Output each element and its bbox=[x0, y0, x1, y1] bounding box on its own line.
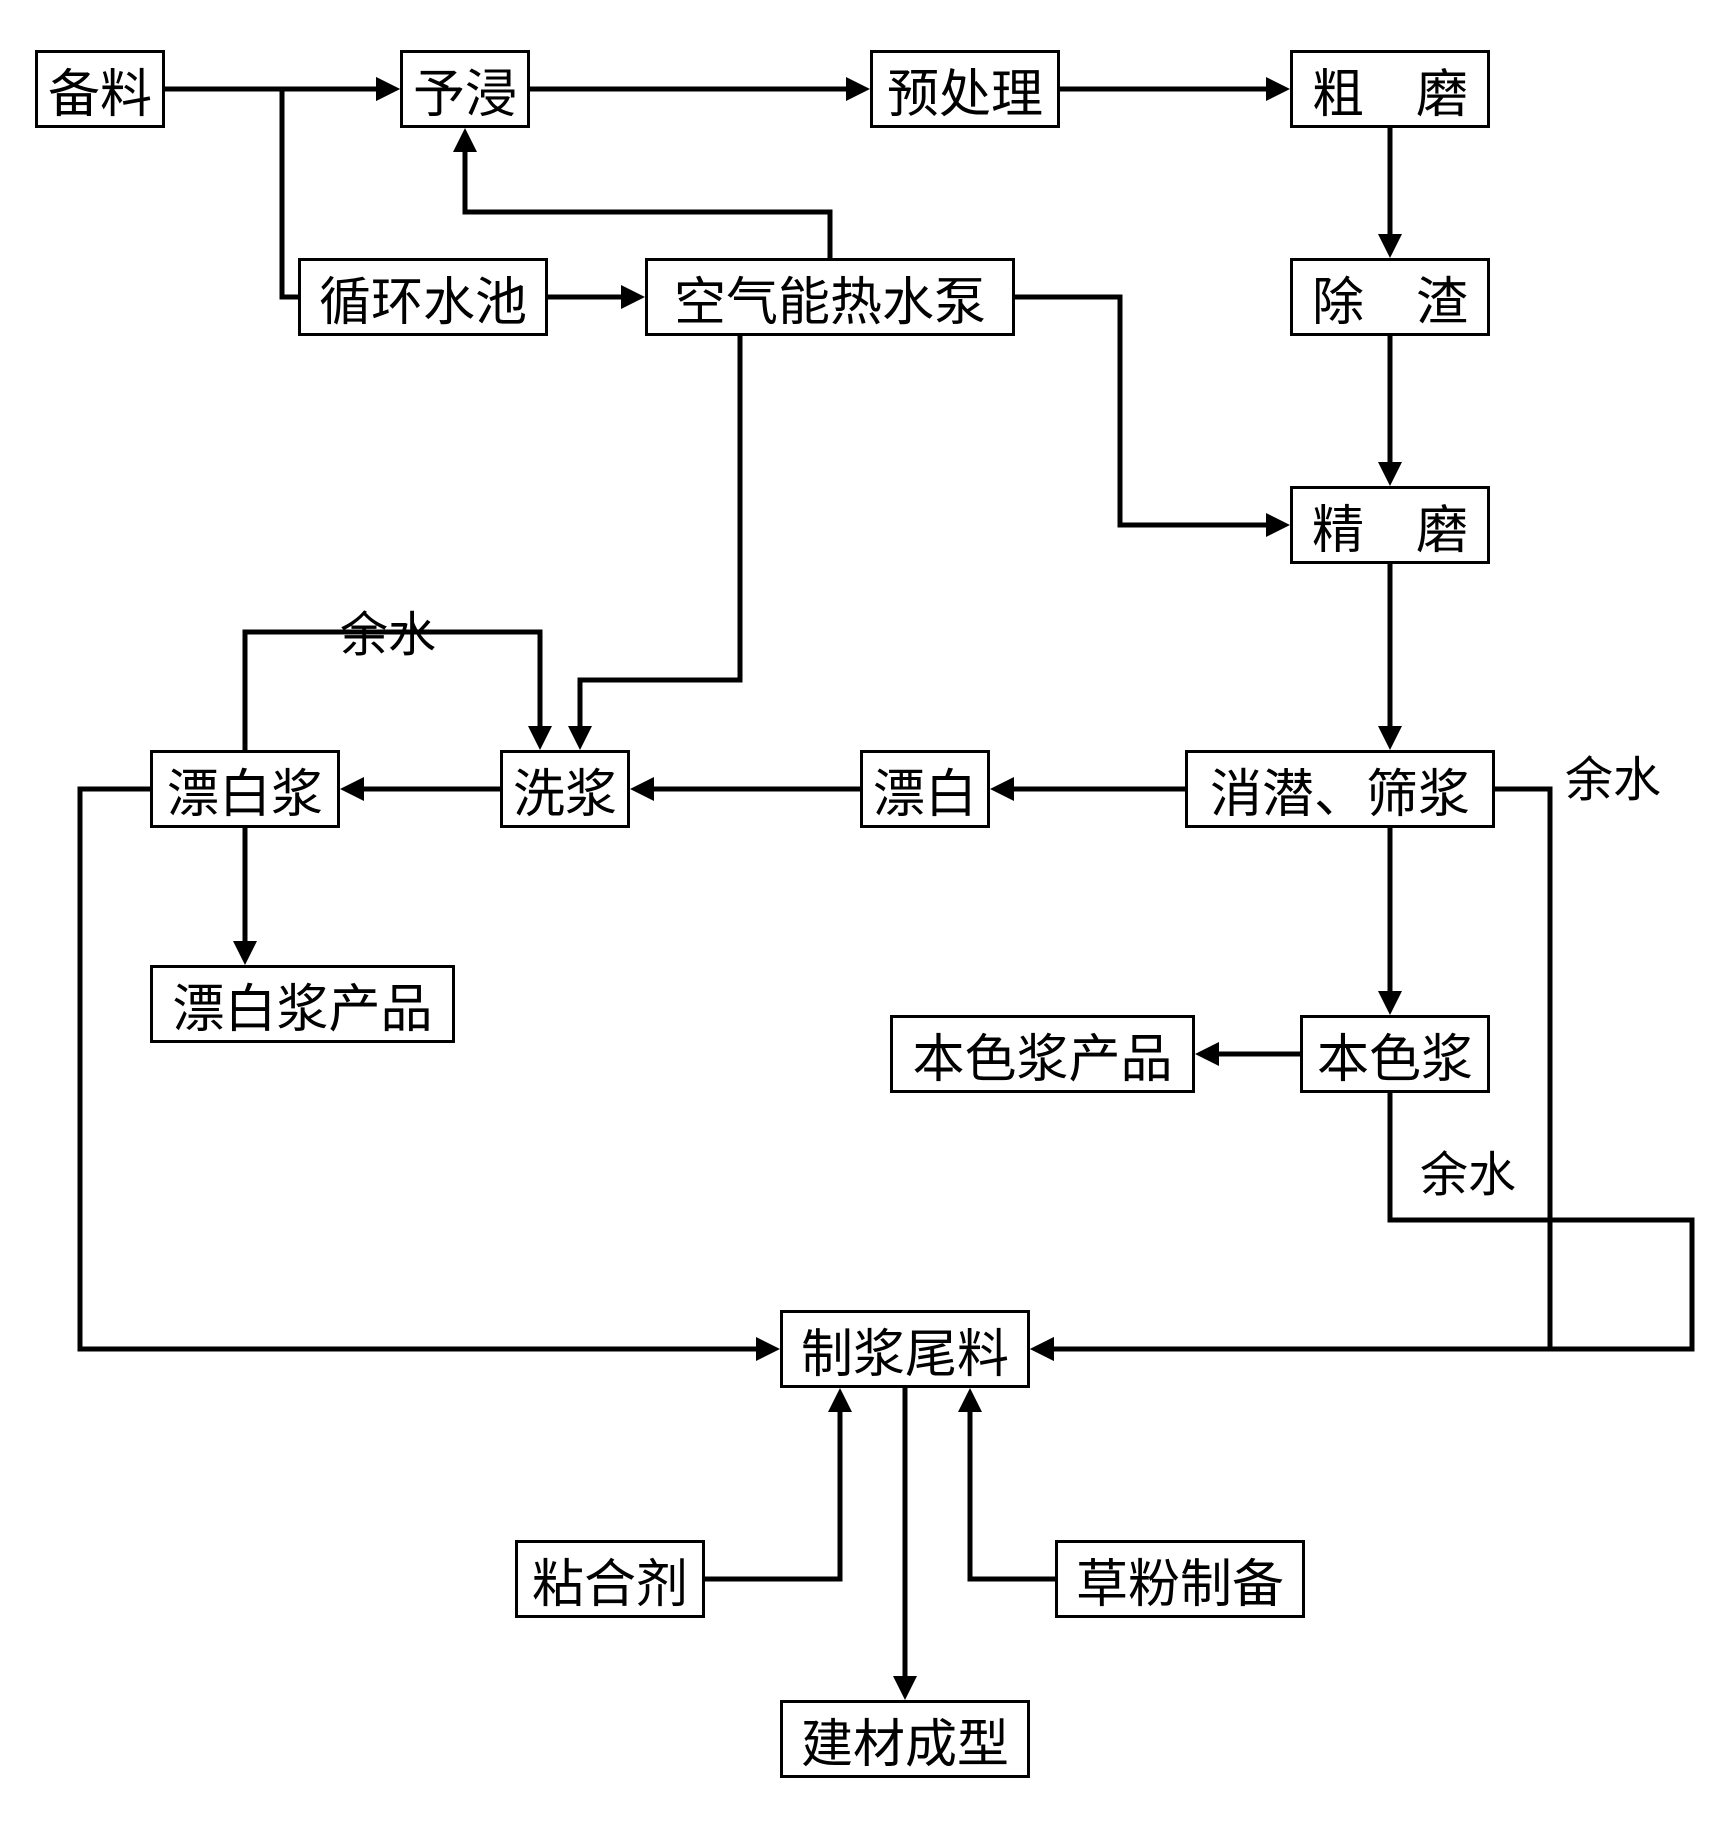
label-yushui3: 余水 bbox=[1420, 1135, 1516, 1205]
node-label: 漂白浆产品 bbox=[172, 967, 432, 1042]
node-label: 预处理 bbox=[887, 52, 1043, 127]
edge bbox=[80, 789, 756, 1349]
label-yushui2: 余水 bbox=[1565, 740, 1661, 810]
node-zjwl: 制浆尾料 bbox=[780, 1310, 1030, 1388]
node-chuzha: 除 渣 bbox=[1290, 258, 1490, 336]
node-label: 草粉制备 bbox=[1076, 1542, 1284, 1617]
node-label: 予浸 bbox=[413, 52, 517, 127]
edge bbox=[465, 152, 830, 258]
node-label: 粘合剂 bbox=[532, 1542, 688, 1617]
edge bbox=[580, 336, 740, 726]
node-xqsj: 消潜、筛浆 bbox=[1185, 750, 1495, 828]
node-xhsc: 循环水池 bbox=[298, 258, 548, 336]
node-piaobai: 漂白 bbox=[860, 750, 990, 828]
node-label: 粗 磨 bbox=[1312, 52, 1468, 127]
node-pbjcp: 漂白浆产品 bbox=[150, 965, 455, 1043]
node-label: 本色浆 bbox=[1317, 1017, 1473, 1092]
node-yuchuli: 预处理 bbox=[870, 50, 1060, 128]
node-bsj: 本色浆 bbox=[1300, 1015, 1490, 1093]
node-pbj: 漂白浆 bbox=[150, 750, 340, 828]
node-yujin: 予浸 bbox=[400, 50, 530, 128]
node-label: 漂白 bbox=[873, 752, 977, 827]
node-label: 本色浆产品 bbox=[912, 1017, 1172, 1092]
node-cfzb: 草粉制备 bbox=[1055, 1540, 1305, 1618]
node-label: 除 渣 bbox=[1312, 260, 1468, 335]
node-label: 精 磨 bbox=[1312, 488, 1468, 563]
node-bsjcp: 本色浆产品 bbox=[890, 1015, 1195, 1093]
node-xijiang: 洗浆 bbox=[500, 750, 630, 828]
node-label: 消潜、筛浆 bbox=[1210, 752, 1470, 827]
node-jingmo: 精 磨 bbox=[1290, 486, 1490, 564]
node-label: 备料 bbox=[48, 52, 152, 127]
node-label: 空气能热水泵 bbox=[674, 260, 986, 335]
node-label: 漂白浆 bbox=[167, 752, 323, 827]
flowchart-canvas: 备料 予浸 预处理 粗 磨循环水池 空气能热水泵 除 渣精 磨漂白浆 洗浆 漂白 消潜、筛浆漂白… bbox=[20, 20, 1719, 1815]
node-label: 循环水池 bbox=[319, 260, 527, 335]
node-beiliao: 备料 bbox=[35, 50, 165, 128]
label-yushui1: 余水 bbox=[340, 595, 436, 665]
node-jccx: 建材成型 bbox=[780, 1700, 1030, 1778]
node-cumo: 粗 磨 bbox=[1290, 50, 1490, 128]
node-nhj: 粘合剂 bbox=[515, 1540, 705, 1618]
edge bbox=[970, 1412, 1055, 1579]
edge bbox=[1054, 1093, 1692, 1349]
edge bbox=[705, 1412, 840, 1579]
node-kqn: 空气能热水泵 bbox=[645, 258, 1015, 336]
edge bbox=[1015, 297, 1266, 525]
node-label: 洗浆 bbox=[513, 752, 617, 827]
node-label: 制浆尾料 bbox=[801, 1312, 1009, 1387]
node-label: 建材成型 bbox=[801, 1702, 1009, 1777]
